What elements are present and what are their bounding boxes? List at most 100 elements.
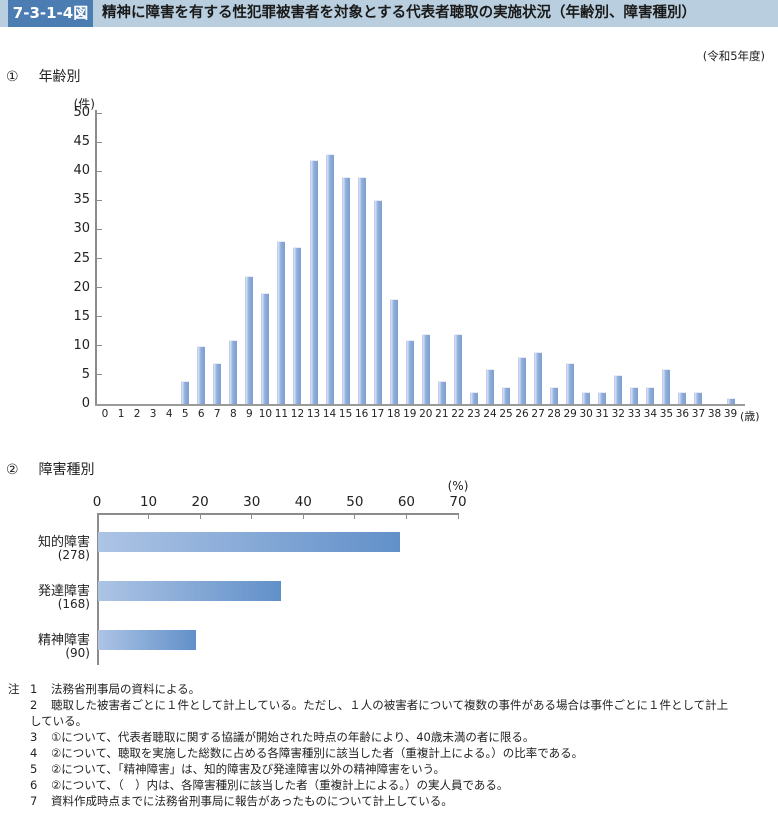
fiscal-year-label: (令和5年度) <box>702 49 765 63</box>
x-axis-tick-label: 15 <box>338 408 353 420</box>
disability-label: 精神障害 <box>37 633 90 648</box>
footnote-number: 5 <box>30 762 38 776</box>
age-bar <box>534 352 543 404</box>
disability-bar <box>98 581 281 601</box>
x-axis-tick-label: 38 <box>707 408 722 420</box>
footnotes: 注 1 法務省刑事局の資料による。 2 聴取した被害者ごとに１件として計上している。た… <box>8 681 773 809</box>
x-axis-tick-label: 34 <box>643 408 658 420</box>
age-bar <box>518 357 527 404</box>
y-axis-tick-label: 25 <box>73 250 90 266</box>
y-axis-tick-label: 5 <box>81 366 90 382</box>
age-bar <box>726 398 735 404</box>
section-label-disability: ② 障害種別 <box>6 459 95 479</box>
disability-chart-left-axis <box>97 513 99 665</box>
y-axis-tick-label: 45 <box>73 134 90 150</box>
footnote-item: 6 ②について、（ ）内は、各障害種別に該当した者（重複計上による。）の実人員であ… <box>30 778 509 792</box>
pct-tick <box>148 513 150 519</box>
pct-tick <box>251 513 253 519</box>
age-bar <box>341 177 350 404</box>
pct-tick <box>354 513 356 519</box>
pct-tick-label: 40 <box>294 494 312 510</box>
footnote-number: 3 <box>30 730 38 744</box>
footnote-list: 1 法務省刑事局の資料による。 2 聴取した被害者ごとに１件として計上している。ただし… <box>30 681 773 809</box>
x-axis-tick-label: 29 <box>563 408 577 420</box>
age-bar <box>598 392 607 404</box>
y-axis-tick <box>96 112 102 114</box>
age-bar <box>646 387 655 404</box>
disability-count: (168) <box>57 597 90 611</box>
x-axis-tick-label: 9 <box>246 408 253 420</box>
disability-bar <box>98 532 400 552</box>
x-axis-tick-label: 14 <box>322 408 337 420</box>
age-bar <box>630 387 639 404</box>
figure-number-badge: 7-3-1-4図 <box>8 0 93 27</box>
age-bar <box>277 241 286 404</box>
age-bar <box>566 363 575 404</box>
section-title-age: 年齢別 <box>38 69 81 85</box>
x-axis-tick-label: 8 <box>229 408 237 420</box>
age-bar <box>245 276 254 404</box>
x-axis-tick-label: 27 <box>531 408 545 420</box>
y-axis-tick <box>96 287 102 289</box>
pct-tick-label: 60 <box>397 494 416 510</box>
x-axis-tick-label: 22 <box>451 408 465 420</box>
y-axis-tick <box>96 345 102 347</box>
header-band: 7-3-1-4図 精神に障害を有する性犯罪被害者を対象とする代表者聴取の実施状況… <box>0 0 778 27</box>
footnote-item: 4 ②について、聴取を実施した総数に占める各障害種別に該当した者（重複計上による。… <box>30 746 584 760</box>
footnote-item: 3 ①について、代表者聴取に関する協議が開始された時点の年齢により、40歳未満の者… <box>30 730 535 744</box>
age-bar <box>229 340 238 404</box>
x-axis-tick-label: 25 <box>499 408 513 420</box>
age-bar <box>213 363 222 404</box>
x-axis-tick-label: 1 <box>117 408 125 420</box>
age-bar <box>662 369 671 404</box>
section-number-1: ① <box>6 69 19 85</box>
disability-label: 知的障害 <box>37 535 90 550</box>
y-axis-tick <box>96 228 102 230</box>
footnote-number: 1 <box>30 682 38 696</box>
x-axis-tick-label: 31 <box>595 408 609 420</box>
x-axis-tick-label: 35 <box>659 408 674 420</box>
pct-tick-label: 50 <box>346 494 364 510</box>
pct-tick-label: 70 <box>449 494 467 510</box>
age-bar <box>325 154 334 404</box>
age-bar <box>485 369 494 404</box>
age-bar <box>357 177 366 404</box>
disability-chart-top-axis <box>97 513 459 515</box>
x-axis-tick-label: 33 <box>627 408 641 420</box>
pct-tick-label: 20 <box>191 494 209 510</box>
x-axis-tick-label: 4 <box>165 408 173 420</box>
disability-bar <box>98 630 196 650</box>
footnote-prefix: 注 <box>8 682 20 696</box>
age-bar <box>678 392 687 404</box>
x-axis-tick-label: 28 <box>547 408 561 420</box>
age-bar <box>437 381 446 404</box>
x-axis-tick-label: 17 <box>370 408 385 420</box>
x-axis-tick-label: 20 <box>419 408 433 420</box>
age-bar <box>373 200 382 404</box>
section-label-age: ① 年齢別 <box>6 66 81 86</box>
y-axis-tick-label: 20 <box>73 279 90 295</box>
age-bar <box>453 334 462 404</box>
x-axis-tick-label: 10 <box>258 408 273 420</box>
pct-tick-label: 0 <box>92 494 102 510</box>
figure-title: 精神に障害を有する性犯罪被害者を対象とする代表者聴取の実施状況（年齢別、障害種別… <box>102 5 697 21</box>
disability-label: 発達障害 <box>37 584 90 599</box>
footnote-item: 7 資料作成時点までに法務省刑事局に報告があったものについて計上している。 <box>30 794 453 808</box>
y-axis-tick <box>96 170 102 172</box>
x-axis-tick-label: 32 <box>611 408 625 420</box>
age-bar <box>582 392 591 404</box>
y-axis-unit-label: (件) <box>73 97 95 111</box>
pct-tick <box>199 513 201 519</box>
x-axis-tick-label: 3 <box>149 408 157 420</box>
age-bar <box>293 247 302 404</box>
pct-tick-label: 30 <box>243 494 261 510</box>
y-axis-tick-label: 10 <box>73 337 90 353</box>
x-axis-tick-label: 13 <box>306 408 321 420</box>
x-axis-tick-label: 7 <box>213 408 221 420</box>
section-title-disability: 障害種別 <box>38 462 95 478</box>
x-axis-tick-label: 37 <box>691 408 706 420</box>
pct-tick <box>405 513 407 519</box>
y-axis-tick-label: 15 <box>73 308 90 324</box>
y-axis-tick-label: 0 <box>81 396 90 411</box>
age-bar <box>469 392 478 404</box>
